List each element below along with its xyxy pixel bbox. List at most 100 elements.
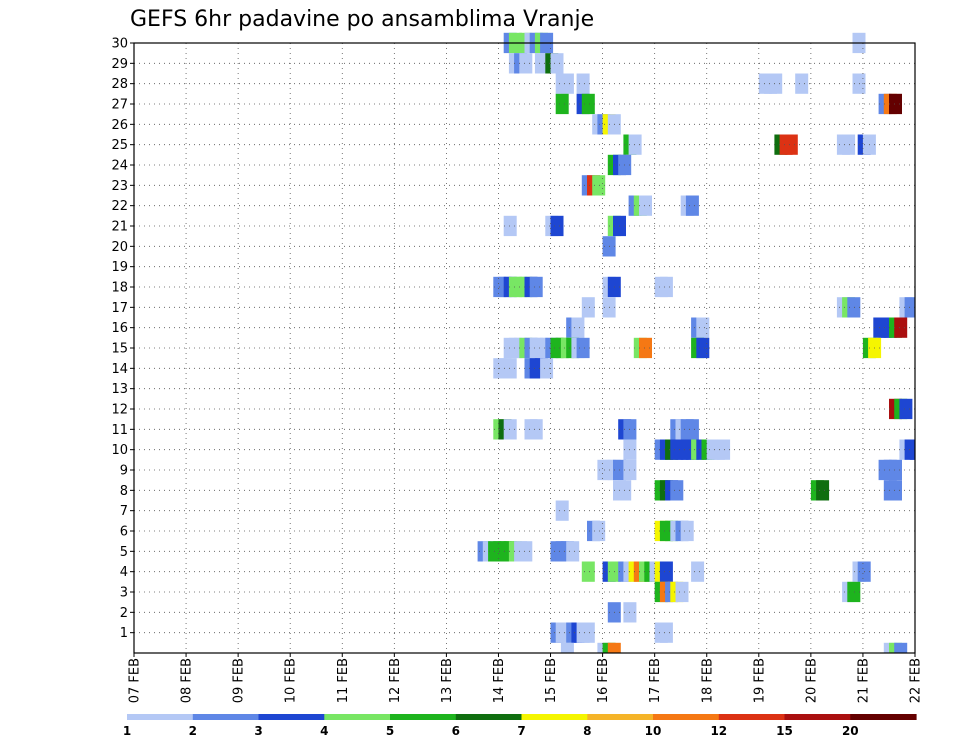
y-tick-label: 4: [120, 565, 128, 580]
precip-cell: [639, 195, 652, 216]
precip-cell: [659, 276, 673, 298]
x-tick-label: 17 FEB: [648, 658, 663, 703]
heatmap-cells: [477, 32, 915, 653]
precip-cell: [680, 520, 694, 542]
precip-cell: [581, 297, 595, 318]
precip-cell: [550, 215, 564, 237]
colorbar-label: 20: [842, 724, 859, 738]
precip-cell: [894, 642, 908, 653]
y-tick-label: 21: [111, 220, 128, 235]
precip-cell: [784, 134, 798, 155]
y-tick-label: 18: [111, 281, 128, 296]
y-tick-label: 14: [111, 362, 128, 377]
precip-cell: [555, 93, 569, 115]
y-tick-label: 28: [111, 77, 128, 92]
x-tick-label: 10 FEB: [284, 658, 299, 703]
precip-cell: [889, 93, 902, 115]
colorbar-segment: [324, 714, 391, 720]
colorbar-label: 2: [189, 724, 197, 738]
x-tick-label: 14 FEB: [492, 658, 507, 703]
y-tick-label: 7: [120, 504, 128, 519]
precip-cell: [576, 73, 590, 94]
precip-cell: [894, 317, 908, 338]
precip-cell: [717, 439, 731, 460]
y-tick-label: 27: [111, 98, 128, 113]
x-tick-label: 19 FEB: [752, 658, 767, 703]
precip-cell: [628, 134, 642, 155]
precip-cell: [696, 337, 710, 359]
colorbar-label: 7: [517, 724, 525, 738]
x-tick-label: 13 FEB: [440, 658, 455, 703]
colorbar-segment: [390, 714, 457, 720]
precip-cell: [659, 561, 673, 582]
colorbar: 1 2 3 4 5 6 7 8 10 12 15 20: [123, 714, 917, 738]
precip-cell: [555, 500, 569, 521]
precip-cell: [795, 73, 809, 94]
x-tick-label: 16 FEB: [596, 658, 611, 703]
y-tick-label: 19: [111, 260, 128, 275]
colorbar-segment: [521, 714, 588, 720]
precip-cell: [847, 581, 861, 603]
y-tick-label: 16: [111, 321, 128, 336]
precip-cell: [519, 541, 533, 562]
precip-cell: [571, 317, 585, 338]
precip-cell: [576, 337, 590, 359]
colorbar-segment: [587, 714, 654, 720]
colorbar-segment: [127, 714, 194, 720]
colorbar-label: 12: [710, 724, 727, 738]
precip-cell: [529, 276, 543, 298]
x-tick-label: 08 FEB: [180, 658, 195, 703]
y-tick-label: 26: [111, 118, 128, 133]
y-tick-label: 13: [111, 382, 128, 397]
precip-cell: [581, 561, 595, 582]
precip-cell: [842, 134, 856, 155]
precip-cell: [696, 317, 710, 338]
y-tick-label: 23: [111, 179, 128, 194]
y-tick-label: 30: [111, 37, 128, 52]
precip-cell: [675, 581, 689, 603]
x-tick-label: 12 FEB: [388, 658, 403, 703]
y-tick-label: 15: [111, 342, 128, 357]
y-axis-ticks: 1234567891011121314151617181920212223242…: [111, 37, 134, 641]
colorbar-segment: [653, 714, 720, 720]
y-tick-label: 12: [111, 403, 128, 418]
precip-cell: [889, 459, 902, 481]
colorbar-segment: [784, 714, 851, 720]
grid-lines: [134, 43, 915, 653]
y-tick-label: 2: [120, 606, 128, 621]
x-tick-label: 22 FEB: [909, 658, 924, 703]
x-tick-label: 09 FEB: [232, 658, 247, 703]
precip-cell: [560, 642, 574, 653]
precip-cell: [816, 480, 830, 501]
colorbar-label: 5: [386, 724, 394, 738]
y-tick-label: 11: [111, 423, 128, 438]
y-tick-label: 6: [120, 525, 128, 540]
precip-cell: [540, 358, 554, 379]
x-tick-label: 07 FEB: [128, 658, 143, 703]
precip-cell: [503, 358, 517, 379]
colorbar-label: 15: [776, 724, 793, 738]
y-tick-label: 5: [120, 545, 128, 560]
precip-cell: [670, 480, 684, 501]
x-axis-ticks: 07 FEB 08 FEB 09 FEB 10 FEB 11 FEB 12 FEB 13 F…: [128, 653, 924, 703]
colorbar-label: 6: [452, 724, 460, 738]
colorbar-segment: [192, 714, 260, 720]
precip-cell: [581, 93, 595, 115]
precip-cell: [607, 642, 621, 653]
precip-cell: [659, 622, 673, 643]
y-tick-label: 20: [111, 240, 128, 255]
y-tick-label: 24: [111, 159, 128, 174]
colorbar-label: 8: [583, 724, 591, 738]
y-tick-label: 25: [111, 138, 128, 153]
y-tick-label: 8: [120, 484, 128, 499]
colorbar-segment: [258, 714, 325, 720]
precip-cell: [519, 53, 533, 74]
precip-cell: [503, 419, 517, 440]
colorbar-segment: [850, 714, 917, 720]
chart-title: GEFS 6hr padavine po ansamblima Vranje: [130, 7, 594, 32]
precip-cell: [529, 419, 543, 440]
precip-cell: [691, 561, 705, 582]
y-tick-label: 22: [111, 199, 128, 214]
x-tick-label: 20 FEB: [804, 658, 819, 703]
